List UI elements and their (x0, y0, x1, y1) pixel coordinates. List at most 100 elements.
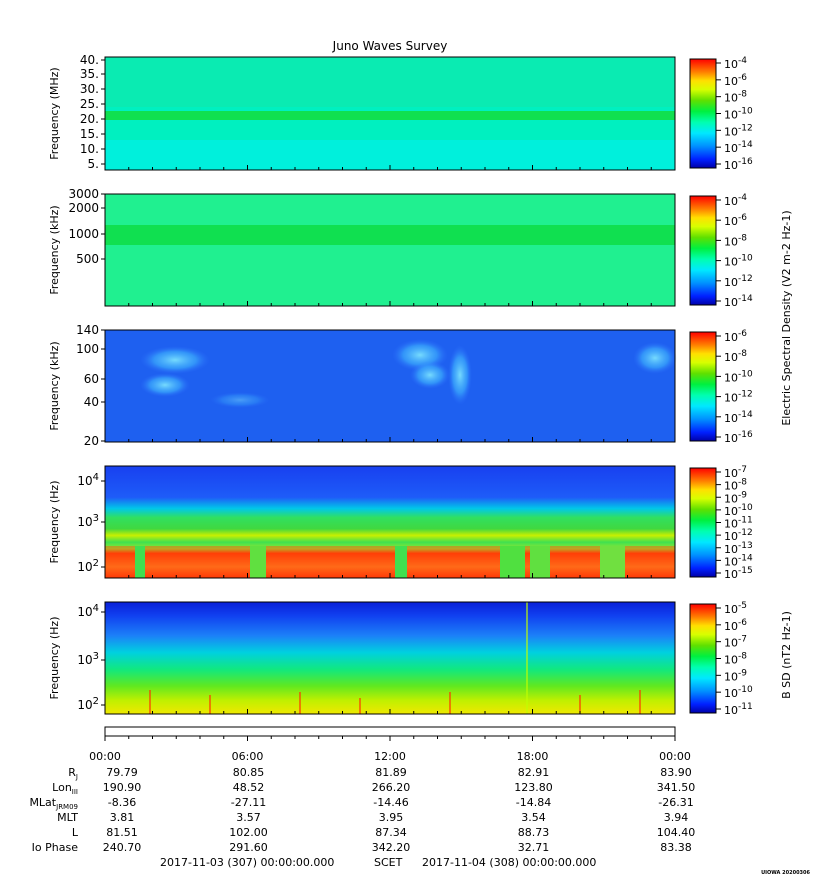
time-label: 06:00 (232, 750, 264, 763)
ephemeris-row-label: Io Phase (32, 841, 79, 854)
colorbar-tick-label: 10-15 (724, 566, 753, 581)
ephemeris-value: 104.40 (657, 826, 696, 839)
colorbar-tick-label: 10-6 (724, 73, 747, 88)
colorbar-tick-label: 10-14 (724, 294, 753, 309)
ephemeris-value: -8.36 (108, 796, 136, 809)
ephemeris-value: 80.85 (233, 766, 265, 779)
ephemeris-row-label: MLatJRM09 (29, 796, 78, 811)
ytick-label: 5. (88, 157, 99, 171)
ephemeris-value: 83.90 (660, 766, 692, 779)
band-1000khz (105, 225, 675, 245)
ytick-label: 104 (77, 472, 99, 488)
yaxis-label: Frequency (kHz) (48, 341, 61, 430)
panel-hfr-high (104, 56, 676, 171)
ephemeris-value: -14.46 (373, 796, 408, 809)
footer-end: 2017-11-04 (308) 00:00:00.000 (422, 856, 596, 869)
figure-title: Juno Waves Survey (332, 39, 448, 53)
ytick-label: 35. (80, 67, 99, 81)
colorbar-tick-label: 10-16 (724, 157, 753, 172)
ytick-label: 100 (76, 342, 99, 356)
colorbar-tick-label: 10-8 (724, 349, 747, 364)
time-label: 00:00 (659, 750, 691, 763)
panel-lfr-low (104, 465, 676, 579)
ephemeris-row-label: L (72, 826, 79, 839)
ephemeris-value: 3.95 (379, 811, 404, 824)
ephemeris-value: 3.57 (236, 811, 261, 824)
ephemeris-value: 3.54 (521, 811, 546, 824)
ytick-label: 104 (77, 603, 99, 619)
ephemeris-value: 79.79 (106, 766, 138, 779)
time-axis-strip (104, 726, 676, 737)
colorbar-title-magnetic: B SD (nT2 Hz-1) (780, 611, 793, 699)
colorbar-tick-label: 10-11 (724, 516, 753, 531)
time-label: 00:00 (89, 750, 121, 763)
ytick-label: 1000 (68, 227, 99, 241)
ephemeris-value: 190.90 (103, 781, 142, 794)
ephemeris-row-label: LonIII (52, 781, 78, 796)
colorbar-tick-label: 10-8 (724, 652, 747, 667)
ephemeris-value: 82.91 (518, 766, 550, 779)
colorbar-tick-label: 10-5 (724, 601, 747, 616)
ephemeris-value: 3.81 (110, 811, 135, 824)
ephemeris-value: 83.38 (660, 841, 692, 854)
colorbar-tick-label: 10-7 (724, 635, 747, 650)
colorbar-tick-label: 10-13 (724, 541, 753, 556)
colorbar-5 (689, 603, 717, 714)
colorbar-tick-label: 10-8 (724, 90, 747, 105)
time-label: 18:00 (517, 750, 549, 763)
colorbar-tick-label: 10-6 (724, 329, 747, 344)
ephemeris-value: 32.71 (518, 841, 550, 854)
dynamic-labels: 40.35.30.25.20.15.10.5. Frequency (MHz) 10… (29, 53, 793, 854)
ytick-label: 103 (77, 651, 99, 667)
colorbar-3 (689, 331, 717, 442)
colorbar-tick-label: 10-10 (724, 369, 753, 384)
colorbar-tick-label: 10-16 (724, 430, 753, 445)
ephemeris-value: -27.11 (231, 796, 266, 809)
ephemeris-value: 341.50 (657, 781, 696, 794)
ytick-label: 20 (84, 434, 99, 448)
ephemeris-row-label: RJ (68, 766, 78, 781)
panel-hfr-low (104, 193, 676, 307)
ephemeris-value: 81.51 (106, 826, 138, 839)
colorbar-title-electric: Electric Spectral Density (V2 m-2 Hz-1) (780, 210, 793, 425)
colorbar-tick-label: 10-4 (724, 193, 747, 208)
ephemeris-value: 291.60 (229, 841, 268, 854)
colorbar-tick-label: 10-9 (724, 668, 747, 683)
ytick-label: 15. (80, 127, 99, 141)
colorbar-4 (689, 467, 717, 578)
colorbar-tick-label: 10-9 (724, 490, 747, 505)
ephemeris-value: 240.70 (103, 841, 142, 854)
ephemeris-value: 87.34 (375, 826, 407, 839)
colorbar-1 (689, 58, 717, 169)
colorbar-tick-label: 10-14 (724, 140, 753, 155)
footer-stamp: UIOWA 20200306 (761, 870, 810, 876)
colorbar-tick-label: 10-11 (724, 702, 753, 717)
time-label: 12:00 (374, 750, 406, 763)
ytick-label: 140 (76, 323, 99, 337)
footer-scet: SCET (374, 856, 403, 869)
colorbar-tick-label: 10-10 (724, 503, 753, 518)
colorbar-tick-label: 10-7 (724, 465, 747, 480)
ytick-label: 40 (84, 395, 99, 409)
colorbar-tick-label: 10-10 (724, 107, 753, 122)
colorbar-tick-label: 10-12 (724, 274, 753, 289)
ephemeris-value: 81.89 (375, 766, 407, 779)
colorbar-tick-label: 10-6 (724, 213, 747, 228)
ytick-label: 30. (80, 82, 99, 96)
colorbar-tick-label: 10-8 (724, 233, 747, 248)
band-21mhz (105, 111, 675, 120)
ephemeris-value: 102.00 (229, 826, 268, 839)
ytick-label: 500 (76, 252, 99, 266)
ytick-label: 25. (80, 97, 99, 111)
colorbar-tick-label: 10-14 (724, 410, 753, 425)
ytick-label: 40. (80, 53, 99, 67)
colorbar-tick-label: 10-10 (724, 254, 753, 269)
ephemeris-value: 88.73 (518, 826, 550, 839)
colorbar-tick-label: 10-6 (724, 618, 747, 633)
ytick-label: 2000 (68, 201, 99, 215)
panel-magnetic (104, 601, 676, 715)
colorbar-tick-label: 10-14 (724, 553, 753, 568)
colorbar-tick-label: 10-10 (724, 685, 753, 700)
colorbar-tick-label: 10-12 (724, 528, 753, 543)
ytick-label: 3000 (68, 187, 99, 201)
